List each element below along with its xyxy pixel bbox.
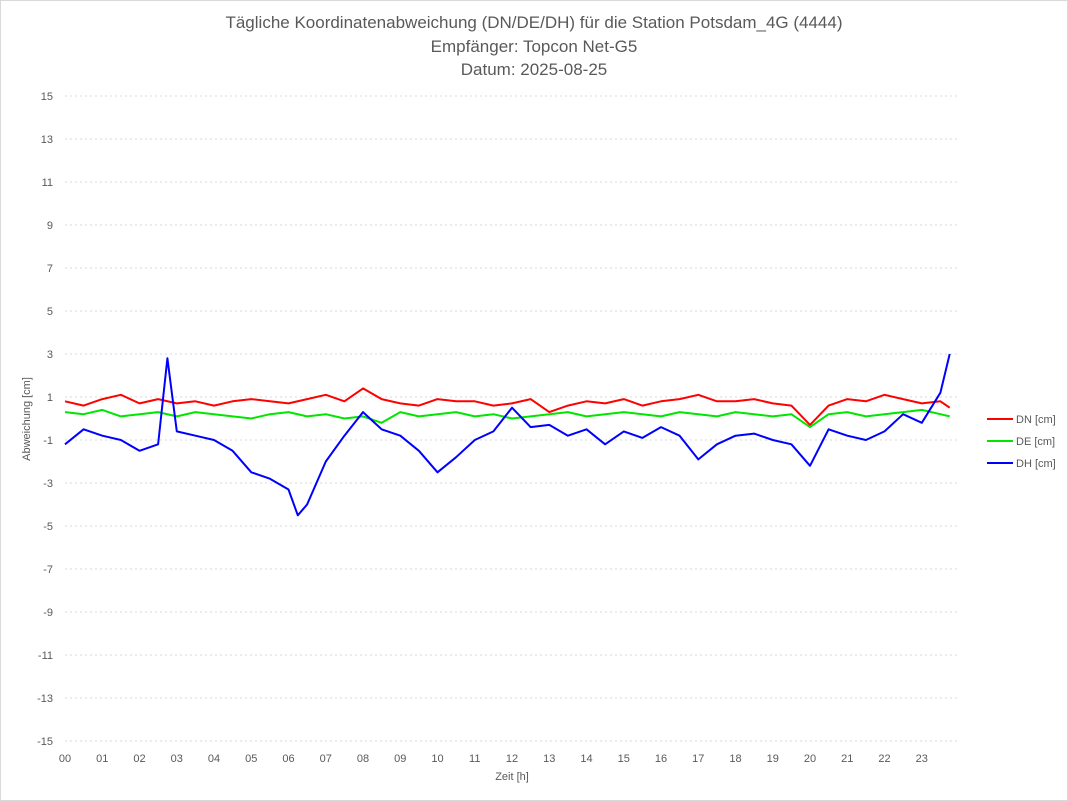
x-tick-label: 18 [729, 753, 741, 765]
x-axis-label: Zeit [h] [495, 771, 529, 783]
y-tick-labels: 15 13 11 9 7 5 3 1 -1 -3 -5 -7 -9 -11 -13 -15 [37, 91, 53, 748]
y-tick-label: -9 [43, 607, 53, 619]
x-tick-label: 13 [543, 753, 555, 765]
y-tick-label: 9 [47, 220, 53, 232]
x-tick-label: 14 [580, 753, 592, 765]
y-tick-label: 1 [47, 392, 53, 404]
x-tick-label: 10 [431, 753, 443, 765]
chart-subtitle-receiver: Empfänger: Topcon Net-G5 [430, 37, 638, 56]
x-tick-label: 15 [618, 753, 630, 765]
x-tick-label: 20 [804, 753, 816, 765]
x-tick-label: 02 [133, 753, 145, 765]
legend: DN [cm] DE [cm] DH [cm] [987, 414, 1056, 470]
x-tick-label: 07 [320, 753, 332, 765]
y-tick-label: -7 [43, 564, 53, 576]
x-tick-label: 05 [245, 753, 257, 765]
chart-subtitle-date: Datum: 2025-08-25 [460, 60, 608, 79]
series-line-de [64, 408, 950, 429]
series-line-dn [64, 387, 951, 426]
x-tick-label: 04 [208, 753, 220, 765]
x-tick-label: 00 [59, 753, 71, 765]
series-line-dh [64, 353, 951, 517]
x-tick-labels: 00 01 02 03 04 05 06 07 08 09 10 11 12 13 14 15 16 17 18 19… [59, 753, 928, 765]
y-axis-label: Abweichung [cm] [21, 377, 33, 461]
y-tick-label: -15 [37, 736, 53, 748]
x-tick-label: 08 [357, 753, 369, 765]
x-tick-label: 17 [692, 753, 704, 765]
y-tick-label: 13 [41, 134, 53, 146]
x-tick-label: 03 [171, 753, 183, 765]
gridlines [65, 95, 959, 742]
x-tick-label: 12 [506, 753, 518, 765]
y-tick-label: 11 [42, 177, 53, 189]
x-tick-label: 22 [878, 753, 890, 765]
y-tick-label: -5 [43, 521, 53, 533]
x-tick-label: 23 [916, 753, 928, 765]
x-tick-label: 01 [96, 753, 108, 765]
chart-title: Tägliche Koordinatenabweichung (DN/DE/DH… [225, 13, 843, 32]
x-tick-label: 21 [841, 753, 853, 765]
legend-label-dn: DN [cm] [1016, 414, 1056, 426]
y-tick-label: 5 [47, 306, 53, 318]
y-tick-label: -13 [37, 693, 53, 705]
x-tick-label: 16 [655, 753, 667, 765]
x-tick-label: 19 [767, 753, 779, 765]
y-tick-label: -3 [43, 478, 53, 490]
series-lines [64, 353, 951, 517]
x-tick-label: 11 [469, 753, 480, 765]
y-tick-label: 7 [47, 263, 53, 275]
y-tick-label: -1 [43, 435, 53, 447]
x-tick-label: 06 [282, 753, 294, 765]
legend-label-de: DE [cm] [1016, 436, 1055, 448]
x-tick-label: 09 [394, 753, 406, 765]
y-tick-label: -11 [38, 650, 53, 662]
legend-label-dh: DH [cm] [1016, 458, 1056, 470]
y-tick-label: 3 [47, 349, 53, 361]
y-tick-label: 15 [41, 91, 53, 103]
